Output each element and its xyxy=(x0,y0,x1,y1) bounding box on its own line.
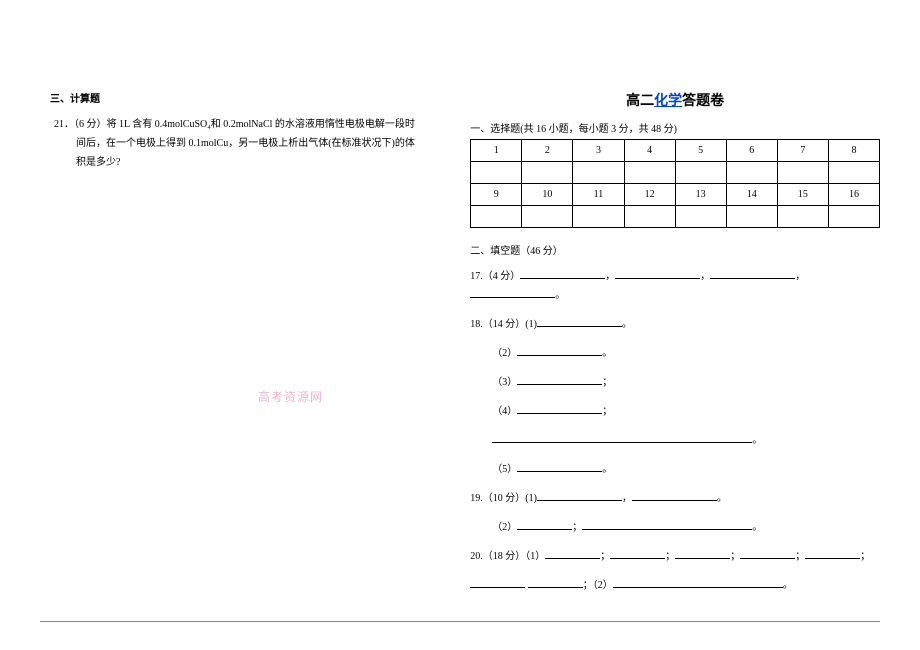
q21-line1: 21．（6 分）将 1L 含有 0.4molCuSO₄和 0.2molNaCl … xyxy=(54,115,440,134)
table-row: 9 10 11 12 13 14 15 16 xyxy=(471,184,880,206)
p2-label: （2） xyxy=(492,348,517,359)
section1-heading: 一、选择题(共 16 小题，每小题 3 分，共 48 分) xyxy=(470,120,880,135)
right-column: 高二化学答题卷 一、选择题(共 16 小题，每小题 3 分，共 48 分) 1 … xyxy=(470,90,880,605)
cell-9: 9 xyxy=(471,184,522,206)
blank xyxy=(710,268,795,279)
blank xyxy=(615,268,700,279)
blank xyxy=(582,519,752,530)
section3-heading: 三、计算题 xyxy=(50,90,440,109)
q20-1: 20.（18 分）（1）；；；；； xyxy=(470,547,880,566)
q21-line3: 积是多少? xyxy=(54,153,440,172)
cell-8: 8 xyxy=(828,140,879,162)
q17-label: 17.（4 分） xyxy=(470,271,520,282)
cell-16: 16 xyxy=(828,184,879,206)
question-21: 21．（6 分）将 1L 含有 0.4molCuSO₄和 0.2molNaCl … xyxy=(50,115,440,172)
q19-1: 19.（10 分）(1)，。 xyxy=(470,489,880,508)
table-row: 1 2 3 4 5 6 7 8 xyxy=(471,140,880,162)
cell-15: 15 xyxy=(777,184,828,206)
watermark-text: 高考资源网 xyxy=(258,388,323,405)
q17: 17.（4 分），，，。 xyxy=(470,267,880,305)
cell-13: 13 xyxy=(675,184,726,206)
cell-5: 5 xyxy=(675,140,726,162)
cell-11: 11 xyxy=(573,184,624,206)
cell-7: 7 xyxy=(777,140,828,162)
blank xyxy=(545,548,600,559)
blank xyxy=(517,403,602,414)
cell-2: 2 xyxy=(522,140,573,162)
p5-label: （5） xyxy=(492,464,517,475)
q18-4: （4）； xyxy=(470,402,880,421)
blank xyxy=(632,490,717,501)
blank xyxy=(517,461,602,472)
blank xyxy=(528,577,583,588)
footer-divider xyxy=(40,621,880,622)
q19-label: 19.（10 分）(1) xyxy=(470,493,537,504)
q20-label: 20.（18 分）（1） xyxy=(470,551,545,562)
blank xyxy=(537,490,622,501)
q18-3: （3）； xyxy=(470,373,880,392)
cell-6: 6 xyxy=(726,140,777,162)
title-chemistry-link[interactable]: 化学 xyxy=(654,94,682,109)
cell-14: 14 xyxy=(726,184,777,206)
q20-1b: ；（2）。 xyxy=(470,576,880,595)
blank xyxy=(517,345,602,356)
p4-label: （4） xyxy=(492,406,517,417)
page-container: 三、计算题 21．（6 分）将 1L 含有 0.4molCuSO₄和 0.2mo… xyxy=(0,0,920,605)
cell-4: 4 xyxy=(624,140,675,162)
q18-label: 18.（14 分）(1) xyxy=(470,319,537,330)
left-column: 三、计算题 21．（6 分）将 1L 含有 0.4molCuSO₄和 0.2mo… xyxy=(50,90,440,605)
blank xyxy=(492,432,752,443)
cell-3: 3 xyxy=(573,140,624,162)
title-prefix: 高二 xyxy=(626,94,654,109)
blank xyxy=(517,519,572,530)
q21-line2: 间后，在一个电极上得到 0.1molCu，另一电极上析出气体(在标准状况下)的体 xyxy=(54,134,440,153)
blank xyxy=(537,316,622,327)
table-row xyxy=(471,162,880,184)
cell-1: 1 xyxy=(471,140,522,162)
blank xyxy=(613,577,783,588)
section2-heading: 二、填空题（46 分） xyxy=(470,242,880,257)
table-row xyxy=(471,206,880,228)
p3-label: （3） xyxy=(492,377,517,388)
answer-table: 1 2 3 4 5 6 7 8 9 10 11 12 13 14 15 16 xyxy=(470,139,880,228)
cell-12: 12 xyxy=(624,184,675,206)
blank xyxy=(740,548,795,559)
cell-10: 10 xyxy=(522,184,573,206)
blank xyxy=(517,374,602,385)
q18-5: （5）。 xyxy=(470,460,880,479)
blank xyxy=(470,287,555,298)
blank xyxy=(610,548,665,559)
q19-2: （2）；。 xyxy=(470,518,880,537)
blank xyxy=(470,577,525,588)
blank xyxy=(675,548,730,559)
answer-sheet-title: 高二化学答题卷 xyxy=(470,90,880,110)
q18-1: 18.（14 分）(1)。 xyxy=(470,315,880,334)
q18-4b: 。 xyxy=(470,431,880,450)
q18-2: （2）。 xyxy=(470,344,880,363)
title-suffix: 答题卷 xyxy=(682,94,724,109)
p2-label2: （2） xyxy=(492,522,517,533)
blank xyxy=(520,268,605,279)
blank xyxy=(805,548,860,559)
